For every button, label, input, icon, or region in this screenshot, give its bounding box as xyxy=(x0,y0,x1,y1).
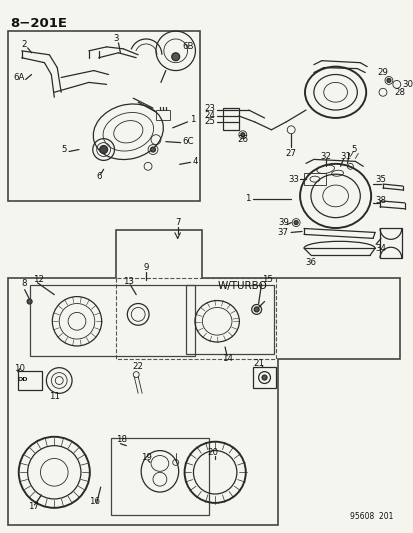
Text: 19: 19 xyxy=(140,453,151,462)
Circle shape xyxy=(171,53,179,61)
Text: 8−201E: 8−201E xyxy=(10,17,67,30)
Text: 5: 5 xyxy=(61,145,66,154)
Bar xyxy=(18,370,43,390)
Text: 28: 28 xyxy=(394,88,405,97)
Bar xyxy=(185,285,274,354)
Text: 39: 39 xyxy=(278,218,289,227)
Text: 11: 11 xyxy=(49,392,59,401)
Text: 6C: 6C xyxy=(182,137,194,146)
Text: 5: 5 xyxy=(351,145,356,154)
Text: 14: 14 xyxy=(221,354,232,364)
Text: 36: 36 xyxy=(305,257,316,266)
Text: 35: 35 xyxy=(374,175,385,184)
Circle shape xyxy=(261,375,266,380)
Text: 21: 21 xyxy=(252,359,263,368)
Bar xyxy=(8,31,200,201)
Text: 8: 8 xyxy=(21,279,27,288)
Text: 18: 18 xyxy=(116,435,127,444)
Text: 3: 3 xyxy=(114,35,119,44)
Text: 16: 16 xyxy=(89,497,100,506)
Text: 23: 23 xyxy=(204,103,215,112)
Text: 6: 6 xyxy=(96,172,101,181)
Bar xyxy=(30,285,195,356)
Text: 13: 13 xyxy=(123,277,133,286)
Text: 12: 12 xyxy=(33,276,43,284)
Text: 24: 24 xyxy=(204,111,215,120)
Circle shape xyxy=(27,299,32,304)
Bar xyxy=(379,229,401,258)
Text: 38: 38 xyxy=(374,196,385,205)
Bar xyxy=(303,173,325,185)
Text: 27: 27 xyxy=(285,149,296,158)
Text: OD: OD xyxy=(17,377,28,382)
Text: 4: 4 xyxy=(192,157,197,166)
Circle shape xyxy=(150,147,155,152)
Text: 31: 31 xyxy=(340,152,351,161)
Text: 2: 2 xyxy=(21,41,27,50)
Text: 32: 32 xyxy=(320,152,330,161)
Text: 10: 10 xyxy=(14,364,25,373)
Circle shape xyxy=(240,133,244,136)
Text: 6B: 6B xyxy=(182,42,194,51)
Text: W/TURBO: W/TURBO xyxy=(217,281,266,290)
Text: 1: 1 xyxy=(189,116,195,124)
Bar xyxy=(252,367,276,389)
Circle shape xyxy=(294,221,297,224)
Text: 7: 7 xyxy=(175,218,180,227)
Bar xyxy=(223,108,238,130)
Text: 20: 20 xyxy=(207,448,218,457)
Text: 25: 25 xyxy=(204,117,215,126)
Circle shape xyxy=(386,78,390,83)
Text: 6A: 6A xyxy=(14,73,25,82)
Text: 26: 26 xyxy=(236,135,247,144)
Text: 95608  201: 95608 201 xyxy=(349,512,393,521)
Text: 1: 1 xyxy=(244,195,250,204)
Text: 9: 9 xyxy=(143,263,148,272)
Text: 15: 15 xyxy=(261,276,272,284)
Circle shape xyxy=(100,146,107,154)
Text: 29: 29 xyxy=(376,68,387,77)
Text: 30: 30 xyxy=(402,80,413,89)
Bar xyxy=(156,110,169,120)
Text: 34: 34 xyxy=(374,244,385,253)
Circle shape xyxy=(254,307,259,312)
Text: 37: 37 xyxy=(277,228,287,237)
Bar xyxy=(110,438,209,515)
Text: 33: 33 xyxy=(288,175,299,184)
Text: 22: 22 xyxy=(133,362,143,371)
Text: 17: 17 xyxy=(28,503,38,511)
